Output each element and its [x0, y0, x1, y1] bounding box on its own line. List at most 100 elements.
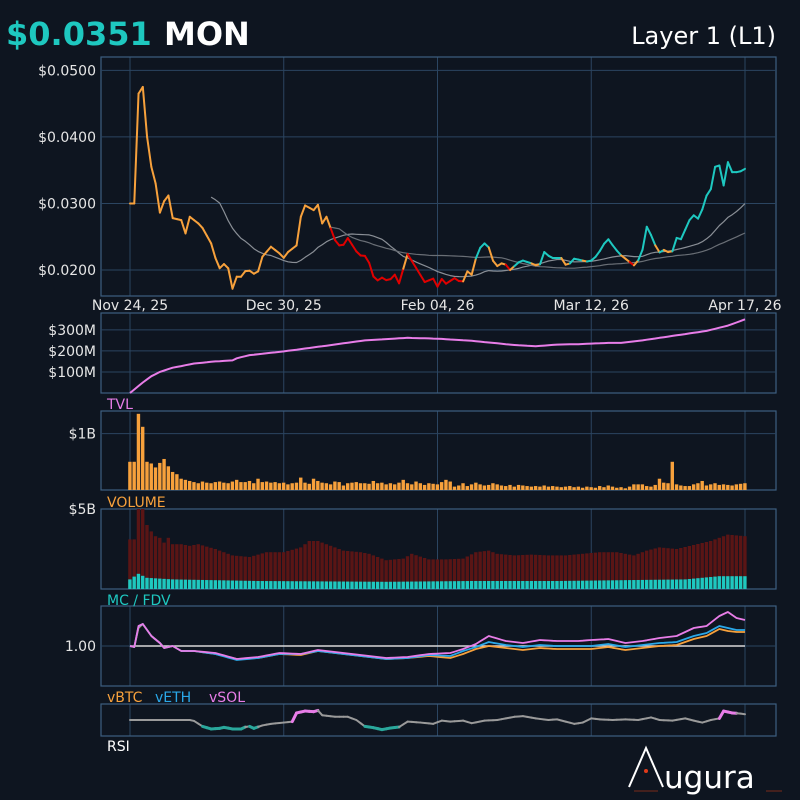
- volume-bar: [196, 483, 200, 490]
- price-line-segment: [410, 260, 418, 270]
- volume-bar: [452, 486, 457, 490]
- price-line-segment: [615, 249, 623, 257]
- price-line-segment: [726, 161, 734, 174]
- volume-bar: [474, 482, 478, 490]
- volume-bar: [367, 483, 371, 490]
- mc-bar: [316, 581, 320, 589]
- volume-bar: [371, 480, 376, 490]
- price-line-segment: [632, 259, 640, 267]
- price-line-segment: [342, 237, 349, 246]
- mc-bar: [410, 581, 414, 589]
- volume-bar: [145, 461, 149, 490]
- volume-bar: [721, 484, 726, 490]
- volume-bar: [448, 481, 452, 490]
- volume-bar: [734, 484, 739, 490]
- fdv-bar: [294, 548, 299, 589]
- mc-bar: [401, 581, 405, 589]
- volume-bar: [213, 482, 218, 490]
- mc-bar: [657, 579, 662, 589]
- price-line-segment: [167, 194, 174, 220]
- mc-bar: [333, 581, 337, 589]
- volume-bar: [264, 481, 269, 490]
- volume-bar: [589, 487, 593, 490]
- fdv-bar: [166, 537, 171, 589]
- fdv-bar: [328, 545, 333, 589]
- price-line-segment: [415, 267, 422, 277]
- fdv-bar: [478, 551, 482, 589]
- fdv-bar: [713, 539, 717, 589]
- price-line-segment: [158, 200, 166, 214]
- volume-bar: [354, 482, 358, 490]
- fdv-bar: [277, 552, 282, 589]
- mc-bar: [606, 580, 610, 589]
- volume-bar: [670, 461, 674, 490]
- price-line-segment: [325, 215, 332, 230]
- price-line-segment: [419, 274, 426, 284]
- price-line-segment: [282, 251, 290, 259]
- fdv-bar: [260, 553, 264, 589]
- volume-bar: [187, 480, 192, 490]
- mc-bar: [350, 581, 354, 589]
- volume-bar: [743, 483, 747, 490]
- fdv-bar: [316, 541, 320, 589]
- x-tick-label: Mar 12, 26: [554, 298, 629, 314]
- mc-bar: [205, 580, 209, 589]
- fdv-bar: [670, 548, 674, 589]
- volume-bar: [375, 483, 380, 490]
- current-price: $0.0351: [6, 15, 152, 53]
- fdv-bar: [136, 509, 141, 589]
- mc-bar: [627, 580, 632, 589]
- mc-bar: [239, 580, 243, 589]
- mcfdv-panel-label: MC / FDV: [107, 593, 171, 609]
- volume-bar: [717, 484, 721, 490]
- mc-bar: [709, 577, 713, 589]
- fdv-bar: [286, 551, 290, 589]
- fdv-bar: [653, 548, 657, 589]
- mc-bar: [281, 581, 286, 589]
- volume-bar: [153, 467, 158, 490]
- fdv-bar: [363, 553, 367, 589]
- price-line-segment: [654, 244, 661, 254]
- price-line-segment: [316, 203, 324, 225]
- fdv-bar: [627, 554, 632, 589]
- token-category: Layer 1 (L1): [631, 22, 776, 50]
- price-line-segment: [568, 257, 576, 265]
- volume-bar: [478, 484, 482, 490]
- volume-bar: [709, 484, 713, 490]
- volume-bar: [328, 484, 333, 490]
- volume-bar: [516, 484, 521, 490]
- price-line-segment: [265, 245, 272, 253]
- tvl-panel-frame: [100, 312, 777, 394]
- price-line-segment: [133, 92, 140, 205]
- volume-bar: [504, 486, 508, 490]
- volume-bar: [205, 482, 209, 490]
- fdv-bar: [392, 559, 397, 589]
- fdv-bar: [388, 559, 393, 589]
- fdv-bar: [209, 547, 213, 589]
- mc-bar: [653, 579, 657, 589]
- volume-bar: [653, 484, 657, 490]
- volume-bar: [461, 483, 465, 490]
- fdv-bar: [414, 555, 418, 589]
- y-tick-label: $0.0200: [38, 263, 96, 279]
- x-tick-label: Apr 17, 26: [708, 298, 781, 314]
- mc-bar: [158, 578, 162, 589]
- price-line-segment: [154, 182, 161, 214]
- volume-bar: [469, 484, 474, 490]
- fdv-bar: [555, 555, 559, 589]
- mc-bar: [311, 581, 316, 589]
- mc-bar: [299, 581, 303, 589]
- mc-bar: [499, 581, 504, 589]
- fdv-bar: [730, 535, 734, 589]
- price-line-segment: [346, 237, 354, 246]
- price-line-segment: [688, 214, 695, 222]
- price-line-segment: [261, 250, 268, 258]
- volume-bar: [580, 487, 585, 490]
- fdv-bar: [435, 559, 440, 589]
- volume-bar: [687, 486, 692, 490]
- volume-bar: [170, 471, 175, 490]
- fdv-bar: [358, 552, 363, 589]
- rsi-line-segment: [290, 711, 299, 724]
- mc-bar: [597, 580, 602, 589]
- fdv-bar: [717, 537, 721, 589]
